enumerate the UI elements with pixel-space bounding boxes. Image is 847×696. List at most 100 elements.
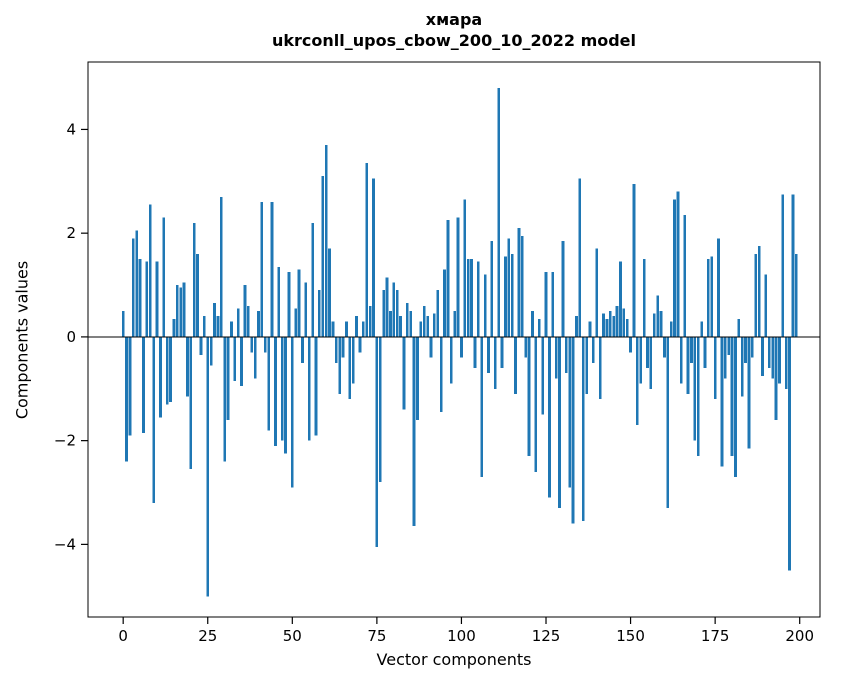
bar: [504, 256, 507, 337]
bar: [707, 259, 710, 337]
bar: [466, 259, 470, 337]
bar: [426, 316, 429, 337]
chart-title-line2: ukrconll_upos_cbow_200_10_2022 model: [271, 31, 637, 50]
bar: [548, 336, 551, 498]
bar: [537, 318, 541, 337]
bar: [453, 310, 457, 337]
x-tick-label: 150: [616, 627, 645, 645]
bar: [477, 261, 480, 337]
bar: [767, 336, 771, 369]
x-axis-label: Vector components: [376, 650, 532, 669]
bar: [646, 336, 649, 369]
bar: [717, 238, 720, 337]
bar: [510, 253, 514, 337]
bar: [155, 261, 159, 337]
x-tick-label: 75: [367, 627, 386, 645]
bar: [703, 336, 707, 369]
bar: [443, 269, 446, 337]
bar: [788, 336, 791, 571]
bar: [713, 336, 717, 400]
bar: [422, 305, 426, 337]
bar: [395, 290, 399, 337]
bar: [246, 305, 250, 337]
bar: [392, 282, 396, 337]
bar: [575, 316, 578, 337]
bar: [389, 310, 392, 337]
bar: [652, 313, 656, 337]
bar: [324, 144, 328, 337]
bar: [679, 336, 683, 384]
bar: [673, 199, 676, 337]
bar: [622, 308, 626, 337]
bar: [696, 336, 700, 457]
bar: [331, 321, 335, 337]
bar: [290, 336, 294, 488]
bar: [409, 310, 413, 337]
bar: [297, 269, 301, 337]
bar: [527, 336, 531, 457]
bar: [463, 199, 467, 337]
bar: [128, 336, 132, 436]
bar: [328, 248, 331, 337]
y-tick-label: 4: [66, 120, 76, 138]
bar: [236, 308, 240, 337]
x-tick-label: 25: [198, 627, 217, 645]
bar: [490, 240, 494, 337]
bar: [257, 310, 260, 337]
bar: [186, 336, 189, 397]
x-tick-label: 175: [701, 627, 730, 645]
bar: [727, 336, 731, 356]
bar: [375, 336, 379, 547]
bar: [206, 336, 210, 597]
bar: [700, 321, 703, 337]
bar: [568, 336, 572, 488]
y-axis-label: Components values: [12, 260, 32, 420]
bar: [784, 336, 788, 389]
bar: [294, 308, 298, 337]
bar: [605, 318, 609, 337]
bar: [487, 336, 490, 374]
bar: [480, 336, 484, 477]
bar: [747, 336, 751, 449]
bar: [148, 204, 152, 337]
chart-title-line1: хмара: [425, 10, 483, 29]
bar: [203, 316, 206, 337]
bar: [439, 336, 443, 413]
bar: [676, 191, 680, 337]
bar: [520, 235, 524, 337]
bar: [267, 336, 270, 431]
bar: [686, 336, 690, 394]
bar: [460, 336, 463, 358]
bar: [345, 321, 348, 337]
bar: [253, 336, 257, 379]
bar: [280, 336, 284, 441]
bar: [419, 321, 423, 337]
bar: [196, 253, 199, 337]
bar: [710, 256, 714, 337]
bar: [216, 316, 220, 337]
bar: [791, 194, 795, 337]
bar: [507, 238, 511, 337]
bar: [287, 272, 291, 337]
bar: [189, 336, 193, 470]
bar: [635, 336, 639, 426]
bar: [449, 336, 453, 384]
bar: [192, 222, 196, 337]
y-tick-label: −2: [54, 432, 76, 450]
bar: [649, 336, 653, 389]
bar: [348, 336, 352, 400]
bar: [588, 321, 592, 337]
bar: [270, 202, 274, 337]
plot-border: [87, 61, 821, 618]
bar: [277, 266, 281, 337]
y-tick-label: −4: [54, 535, 76, 553]
bar: [619, 261, 622, 337]
bar: [361, 321, 365, 337]
bar: [517, 227, 521, 337]
bar: [774, 336, 778, 420]
bar: [131, 238, 135, 337]
bar: [750, 336, 754, 358]
bar: [243, 285, 247, 337]
bar: [121, 310, 125, 337]
bar: [223, 336, 227, 462]
